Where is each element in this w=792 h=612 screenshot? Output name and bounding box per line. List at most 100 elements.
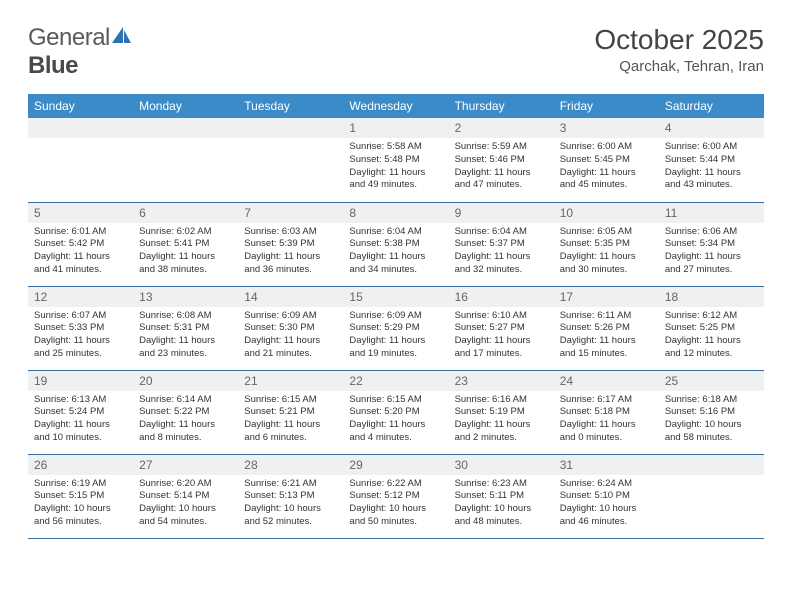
day-content-line: Sunset: 5:33 PM: [34, 322, 127, 335]
calendar-day-cell: 30Sunrise: 6:23 AMSunset: 5:11 PMDayligh…: [449, 454, 554, 538]
calendar-week-row: 12Sunrise: 6:07 AMSunset: 5:33 PMDayligh…: [28, 286, 764, 370]
day-content-line: Sunrise: 6:18 AM: [665, 394, 758, 407]
day-content: Sunrise: 6:08 AMSunset: 5:31 PMDaylight:…: [133, 307, 238, 366]
day-content-line: Daylight: 10 hours: [665, 419, 758, 432]
day-content-line: and 38 minutes.: [139, 264, 232, 277]
day-content-line: Sunset: 5:20 PM: [349, 406, 442, 419]
day-header: Friday: [554, 94, 659, 118]
day-content-line: and 58 minutes.: [665, 432, 758, 445]
calendar-day-cell: 31Sunrise: 6:24 AMSunset: 5:10 PMDayligh…: [554, 454, 659, 538]
day-content: Sunrise: 6:09 AMSunset: 5:29 PMDaylight:…: [343, 307, 448, 366]
day-number: 14: [238, 287, 343, 307]
calendar-day-cell: 23Sunrise: 6:16 AMSunset: 5:19 PMDayligh…: [449, 370, 554, 454]
day-content-line: Sunrise: 5:58 AM: [349, 141, 442, 154]
logo: GeneralBlue: [28, 24, 132, 80]
day-content-line: and 25 minutes.: [34, 348, 127, 361]
day-content: Sunrise: 6:01 AMSunset: 5:42 PMDaylight:…: [28, 223, 133, 282]
day-content-line: and 4 minutes.: [349, 432, 442, 445]
day-content-line: Sunset: 5:27 PM: [455, 322, 548, 335]
day-content-line: Sunrise: 6:11 AM: [560, 310, 653, 323]
day-content-line: Sunset: 5:38 PM: [349, 238, 442, 251]
header: GeneralBlue October 2025 Qarchak, Tehran…: [28, 24, 764, 80]
day-content-line: Sunrise: 6:04 AM: [349, 226, 442, 239]
calendar-day-cell: 11Sunrise: 6:06 AMSunset: 5:34 PMDayligh…: [659, 202, 764, 286]
day-content-line: Sunset: 5:30 PM: [244, 322, 337, 335]
calendar-day-cell: 9Sunrise: 6:04 AMSunset: 5:37 PMDaylight…: [449, 202, 554, 286]
day-content-line: Daylight: 11 hours: [665, 335, 758, 348]
calendar-week-row: 5Sunrise: 6:01 AMSunset: 5:42 PMDaylight…: [28, 202, 764, 286]
day-content-line: Daylight: 11 hours: [455, 419, 548, 432]
day-content-line: Daylight: 10 hours: [139, 503, 232, 516]
day-content-line: Daylight: 11 hours: [455, 251, 548, 264]
day-content: Sunrise: 6:16 AMSunset: 5:19 PMDaylight:…: [449, 391, 554, 450]
logo-sail-icon: [112, 24, 132, 52]
day-content: Sunrise: 6:12 AMSunset: 5:25 PMDaylight:…: [659, 307, 764, 366]
day-content: Sunrise: 6:00 AMSunset: 5:44 PMDaylight:…: [659, 138, 764, 197]
day-content: Sunrise: 6:00 AMSunset: 5:45 PMDaylight:…: [554, 138, 659, 197]
day-content-line: Daylight: 10 hours: [455, 503, 548, 516]
day-content-line: and 15 minutes.: [560, 348, 653, 361]
calendar-page: GeneralBlue October 2025 Qarchak, Tehran…: [0, 0, 792, 563]
calendar-day-cell: 18Sunrise: 6:12 AMSunset: 5:25 PMDayligh…: [659, 286, 764, 370]
day-number: 30: [449, 455, 554, 475]
day-content-line: Sunrise: 6:07 AM: [34, 310, 127, 323]
calendar-day-cell: 3Sunrise: 6:00 AMSunset: 5:45 PMDaylight…: [554, 118, 659, 202]
day-content-line: Sunset: 5:48 PM: [349, 154, 442, 167]
day-content: Sunrise: 6:17 AMSunset: 5:18 PMDaylight:…: [554, 391, 659, 450]
day-content-line: and 19 minutes.: [349, 348, 442, 361]
calendar-week-row: 1Sunrise: 5:58 AMSunset: 5:48 PMDaylight…: [28, 118, 764, 202]
day-content-line: Daylight: 11 hours: [139, 251, 232, 264]
day-content-line: and 52 minutes.: [244, 516, 337, 529]
day-content-line: Sunrise: 6:16 AM: [455, 394, 548, 407]
day-header: Thursday: [449, 94, 554, 118]
calendar-head: Sunday Monday Tuesday Wednesday Thursday…: [28, 94, 764, 118]
day-number: 5: [28, 203, 133, 223]
day-content-line: Sunset: 5:13 PM: [244, 490, 337, 503]
day-content-line: Sunrise: 6:08 AM: [139, 310, 232, 323]
calendar-day-cell: 10Sunrise: 6:05 AMSunset: 5:35 PMDayligh…: [554, 202, 659, 286]
day-content-line: Sunrise: 6:02 AM: [139, 226, 232, 239]
calendar-day-cell: 20Sunrise: 6:14 AMSunset: 5:22 PMDayligh…: [133, 370, 238, 454]
day-content-line: Sunrise: 6:14 AM: [139, 394, 232, 407]
day-content-line: Sunset: 5:16 PM: [665, 406, 758, 419]
day-number: 19: [28, 371, 133, 391]
day-content-line: Daylight: 11 hours: [349, 251, 442, 264]
day-content-line: and 49 minutes.: [349, 179, 442, 192]
day-content-line: Sunset: 5:22 PM: [139, 406, 232, 419]
day-content-line: Sunrise: 5:59 AM: [455, 141, 548, 154]
day-content: Sunrise: 6:11 AMSunset: 5:26 PMDaylight:…: [554, 307, 659, 366]
day-content-line: Sunset: 5:42 PM: [34, 238, 127, 251]
calendar-day-cell: 8Sunrise: 6:04 AMSunset: 5:38 PMDaylight…: [343, 202, 448, 286]
day-content: Sunrise: 6:09 AMSunset: 5:30 PMDaylight:…: [238, 307, 343, 366]
day-number: 21: [238, 371, 343, 391]
day-number: [659, 455, 764, 475]
calendar-day-cell: [28, 118, 133, 202]
day-content-line: Daylight: 11 hours: [349, 335, 442, 348]
day-number: 4: [659, 118, 764, 138]
day-content-line: Sunset: 5:14 PM: [139, 490, 232, 503]
day-content: Sunrise: 6:15 AMSunset: 5:21 PMDaylight:…: [238, 391, 343, 450]
day-content-line: Sunset: 5:21 PM: [244, 406, 337, 419]
day-content: Sunrise: 6:04 AMSunset: 5:38 PMDaylight:…: [343, 223, 448, 282]
day-content-line: Sunrise: 6:04 AM: [455, 226, 548, 239]
calendar-day-cell: [659, 454, 764, 538]
day-content-line: and 0 minutes.: [560, 432, 653, 445]
calendar-day-cell: 5Sunrise: 6:01 AMSunset: 5:42 PMDaylight…: [28, 202, 133, 286]
calendar-week-row: 19Sunrise: 6:13 AMSunset: 5:24 PMDayligh…: [28, 370, 764, 454]
day-content-line: and 50 minutes.: [349, 516, 442, 529]
calendar-day-cell: 28Sunrise: 6:21 AMSunset: 5:13 PMDayligh…: [238, 454, 343, 538]
day-content-line: and 12 minutes.: [665, 348, 758, 361]
day-content-line: Sunrise: 6:00 AM: [560, 141, 653, 154]
day-content-line: and 8 minutes.: [139, 432, 232, 445]
day-header-row: Sunday Monday Tuesday Wednesday Thursday…: [28, 94, 764, 118]
day-content: Sunrise: 6:24 AMSunset: 5:10 PMDaylight:…: [554, 475, 659, 534]
day-content-line: and 30 minutes.: [560, 264, 653, 277]
day-number: 27: [133, 455, 238, 475]
day-content-line: Sunset: 5:24 PM: [34, 406, 127, 419]
calendar-day-cell: 1Sunrise: 5:58 AMSunset: 5:48 PMDaylight…: [343, 118, 448, 202]
day-content-line: and 56 minutes.: [34, 516, 127, 529]
day-content-line: and 2 minutes.: [455, 432, 548, 445]
day-content-line: and 36 minutes.: [244, 264, 337, 277]
day-content-line: Daylight: 11 hours: [560, 419, 653, 432]
day-number: 26: [28, 455, 133, 475]
